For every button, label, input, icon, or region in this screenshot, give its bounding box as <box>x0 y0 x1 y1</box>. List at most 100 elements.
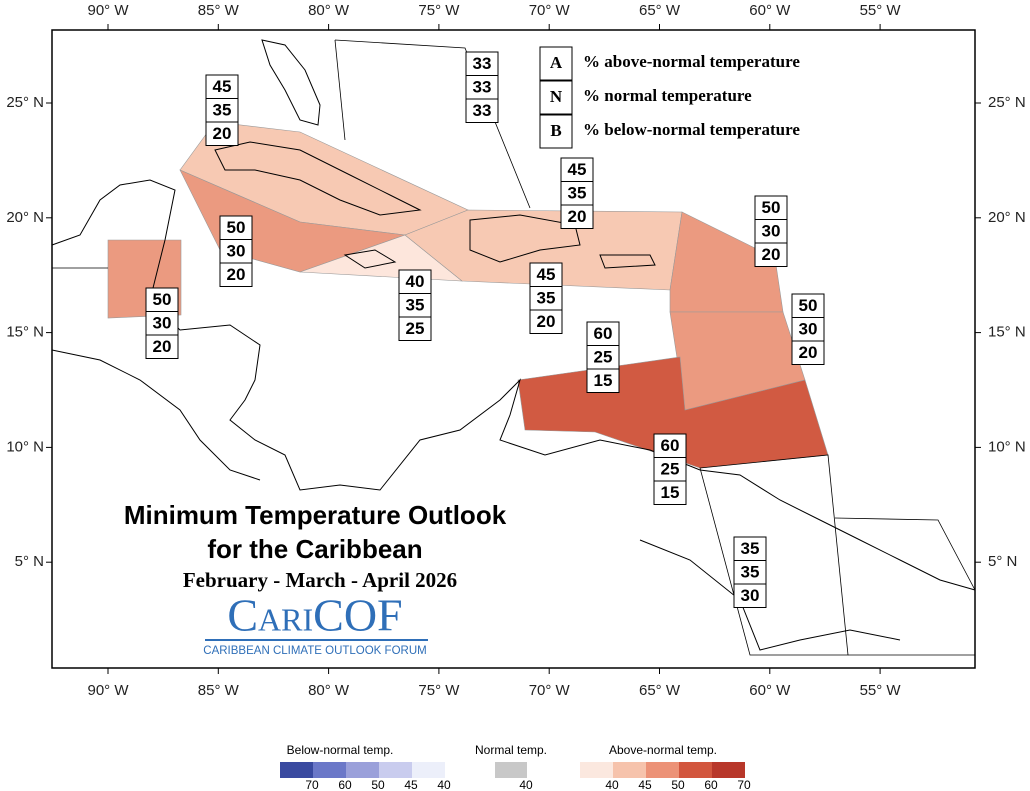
probability: 15 <box>661 483 680 502</box>
legend-tick: 70 <box>737 778 751 791</box>
legend-tick: 60 <box>338 778 352 791</box>
probability: 20 <box>537 312 556 331</box>
value-box <box>560 204 594 229</box>
probability: 30 <box>762 221 781 240</box>
probability: 50 <box>153 290 172 309</box>
legend-swatch <box>379 762 412 778</box>
lon-label: 55° W <box>860 2 902 19</box>
legend-swatch <box>313 762 346 778</box>
lat-label: 15° N <box>988 324 1026 341</box>
probability: 15 <box>594 371 613 390</box>
value-box <box>465 98 499 123</box>
key-backdrop <box>538 46 848 150</box>
key-box <box>539 46 573 81</box>
probability: 30 <box>799 319 818 338</box>
probability: 25 <box>594 347 613 366</box>
legend-tick: 60 <box>704 778 718 791</box>
probability: 50 <box>799 296 818 315</box>
probability: 30 <box>741 586 760 605</box>
lat-label: 25° N <box>988 94 1026 111</box>
bahamas-outline <box>334 39 346 141</box>
legend-swatch <box>412 762 445 778</box>
probability: 45 <box>213 77 232 96</box>
key-text: % below-normal temperature <box>583 120 800 139</box>
legend-swatch <box>280 762 313 778</box>
title-line: for the Caribbean <box>207 534 422 564</box>
lat-label: 15° N <box>6 324 44 341</box>
probability: 35 <box>741 562 760 581</box>
probability: 50 <box>762 198 781 217</box>
probability: 20 <box>568 207 587 226</box>
legend-tick: 50 <box>371 778 385 791</box>
lon-label: 60° W <box>749 2 791 19</box>
probability: 30 <box>153 313 172 332</box>
value-box <box>219 262 253 287</box>
legend-swatch <box>346 762 379 778</box>
legend-title: Below-normal temp. <box>287 743 394 757</box>
key-letter: B <box>550 121 561 140</box>
legend-swatch <box>712 762 745 778</box>
probability: 25 <box>661 459 680 478</box>
legend-tick: 70 <box>305 778 319 791</box>
value-box <box>653 480 687 505</box>
legend-tick: 40 <box>437 778 451 791</box>
period: February - March - April 2026 <box>183 568 457 592</box>
puerto-rico <box>599 254 656 269</box>
probability: 20 <box>799 343 818 362</box>
lat-label: 20° N <box>988 209 1026 226</box>
lat-label: 5° N <box>15 553 44 570</box>
key-letter: N <box>550 87 563 106</box>
probability: 33 <box>473 101 492 120</box>
logo: CariCOF <box>227 590 402 641</box>
probability: 35 <box>213 100 232 119</box>
lon-label: 55° W <box>860 682 902 699</box>
hispaniola <box>469 214 581 263</box>
lon-label: 75° W <box>418 682 460 699</box>
lat-label: 10° N <box>988 438 1026 455</box>
legend-tick: 45 <box>638 778 652 791</box>
logo-subtitle: CARIBBEAN CLIMATE OUTLOOK FORUM <box>203 645 426 657</box>
lon-label: 70° W <box>529 682 571 699</box>
jamaica <box>343 249 397 269</box>
probability: 60 <box>594 324 613 343</box>
value-box <box>398 316 432 341</box>
legend-tick: 40 <box>605 778 619 791</box>
guianas-outline <box>834 517 976 591</box>
probability: 40 <box>406 272 425 291</box>
lat-label: 5° N <box>988 553 1017 570</box>
probability: 20 <box>762 245 781 264</box>
color-legend: Below-normal temp. 70 60 50 45 40 Normal temp.… <box>280 743 751 791</box>
region-outlines <box>52 39 976 656</box>
legend-title: Normal temp. <box>475 743 547 757</box>
value-box <box>205 121 239 146</box>
probability: 20 <box>213 124 232 143</box>
lon-label: 65° W <box>639 2 681 19</box>
lon-label: 70° W <box>529 2 571 19</box>
probability: 33 <box>473 54 492 73</box>
probability: 20 <box>153 337 172 356</box>
lon-label: 90° W <box>87 2 129 19</box>
probability: 30 <box>227 241 246 260</box>
title-line: Minimum Temperature Outlook <box>124 500 507 530</box>
lon-label: 75° W <box>418 2 460 19</box>
region-labels: 45 35 20 33 33 33 45 35 20 50 30 20 50 30 20 40 35 25 45 35… <box>145 51 825 608</box>
legend-swatch <box>495 762 527 778</box>
legend-swatch <box>679 762 712 778</box>
value-box <box>754 242 788 267</box>
coastlines <box>51 39 976 651</box>
probability: 60 <box>661 436 680 455</box>
lat-label: 20° N <box>6 209 44 226</box>
probability: 45 <box>568 160 587 179</box>
pacific-coast <box>51 349 261 481</box>
legend-swatch <box>580 762 613 778</box>
probability: 35 <box>537 288 556 307</box>
key-text: % normal temperature <box>583 86 752 105</box>
legend-tick: 45 <box>404 778 418 791</box>
lat-label: 10° N <box>6 438 44 455</box>
probability: 35 <box>406 295 425 314</box>
mainland-coast <box>51 179 976 591</box>
probability: 45 <box>537 265 556 284</box>
probability: 20 <box>227 265 246 284</box>
value-box <box>529 309 563 334</box>
